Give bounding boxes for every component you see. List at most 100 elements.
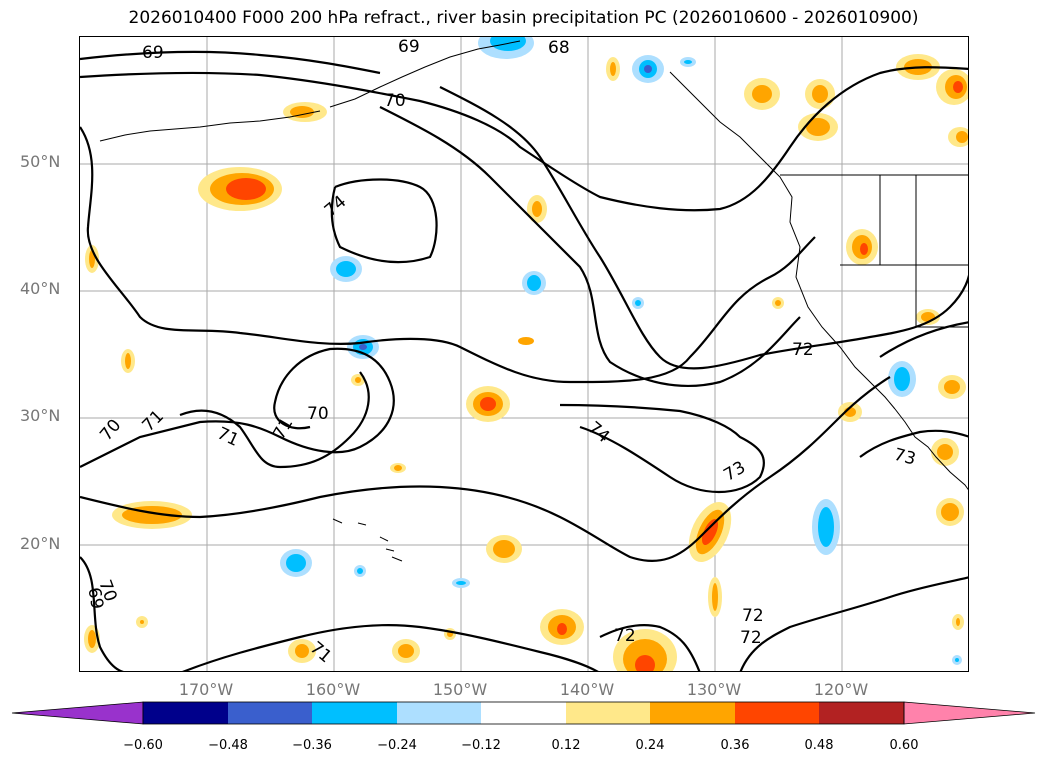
- lon-label-160w: 160°W: [305, 680, 361, 699]
- colorbar: [11, 701, 1036, 725]
- colorbar-segment: [143, 702, 228, 724]
- contour-label: 73: [720, 458, 749, 486]
- colorbar-tick: 0.60: [889, 738, 919, 753]
- anomaly-blob: [931, 438, 959, 466]
- anomaly-blob: [680, 57, 696, 67]
- colorbar-tick: −0.36: [292, 738, 332, 753]
- contour-label: 70: [384, 91, 406, 111]
- anomaly-blob: [744, 78, 780, 110]
- anomaly-blob: [613, 629, 677, 671]
- contour-71-west: [80, 347, 395, 468]
- anomaly-blob: [452, 578, 470, 588]
- map-canvas: 69 69 68 70 74 70 71 71 70 71 72 74 73 7…: [80, 37, 968, 671]
- colorbar-tick: 0.12: [551, 738, 581, 753]
- contour-label: 74: [321, 192, 350, 221]
- colorbar-tick: 0.24: [635, 738, 665, 753]
- anomaly-blob: [347, 335, 379, 359]
- aleutian-chain: [99, 110, 321, 142]
- anomaly-blob: [112, 501, 192, 529]
- contour-74-south: [559, 403, 766, 493]
- anomaly-blob: [938, 375, 966, 399]
- anomaly-blob: [121, 349, 135, 373]
- anomaly-blob: [351, 374, 365, 386]
- colorbar-segment: [650, 702, 735, 724]
- anomaly-blob: [288, 639, 316, 663]
- colorbar-tick: −0.60: [123, 738, 163, 753]
- anomaly-blob: [522, 271, 546, 295]
- contour-73-right: [859, 429, 968, 458]
- contour-label: 69: [83, 586, 106, 611]
- contour-label: 70: [307, 404, 329, 424]
- anomaly-blob: [478, 37, 534, 59]
- map-panel: 69 69 68 70 74 70 71 71 70 71 72 74 73 7…: [79, 36, 969, 672]
- anomaly-blob: [948, 127, 968, 147]
- colorbar-segment: [481, 702, 566, 724]
- hawaii-islands: [332, 518, 403, 562]
- anomaly-blob: [812, 499, 840, 555]
- anomaly-blob: [952, 655, 962, 665]
- contour-label: 72: [614, 626, 636, 646]
- anomaly-blob: [280, 549, 312, 577]
- contour-label: 72: [740, 628, 762, 648]
- lon-label-140w: 140°W: [559, 680, 615, 699]
- colorbar-segment-max: [903, 701, 1036, 725]
- anomaly-blob: [466, 386, 510, 422]
- anomaly-blob: [392, 639, 420, 663]
- colorbar-segment-min: [11, 701, 144, 725]
- lon-label-170w: 170°W: [178, 680, 234, 699]
- anomaly-blob: [486, 535, 522, 563]
- anomaly-blob: [136, 616, 148, 628]
- contour-72-right: [879, 321, 968, 358]
- colorbar-border: [142, 701, 905, 725]
- contour-70-loop: [179, 371, 370, 469]
- colorbar-tick: −0.24: [377, 738, 417, 753]
- contour-69-north: [80, 50, 381, 75]
- contour-74-main: [80, 126, 816, 384]
- anomaly-blob: [632, 297, 644, 309]
- anomaly-blob: [805, 79, 835, 109]
- anomaly-blob: [330, 256, 362, 282]
- anomaly-blob: [390, 463, 406, 473]
- anomaly-blob: [632, 55, 664, 83]
- contour-73-east: [379, 106, 801, 388]
- lat-label-50n: 50°N: [20, 152, 61, 171]
- contour-72-bottom: [599, 623, 701, 671]
- contour-73-south: [80, 376, 891, 562]
- contour-label: 68: [548, 38, 570, 58]
- anomaly-blob: [198, 167, 282, 211]
- anomaly-blob: [798, 113, 838, 141]
- lat-label-30n: 30°N: [20, 406, 61, 425]
- anomaly-blob: [772, 297, 784, 309]
- colorbar-segment: [566, 702, 650, 724]
- anomaly-blob: [936, 69, 968, 105]
- baja-mexico-coast: [894, 408, 968, 491]
- contour-label: 73: [892, 445, 918, 470]
- lon-label-120w: 120°W: [813, 680, 869, 699]
- state-borders: [840, 175, 968, 328]
- contour-label: 70: [96, 416, 125, 445]
- contour-label: 72: [792, 340, 814, 360]
- contour-label: 72: [742, 606, 764, 626]
- colorbar-tick: 0.48: [804, 738, 834, 753]
- contour-label: 69: [142, 43, 164, 63]
- lon-label-150w: 150°W: [432, 680, 488, 699]
- alaska-coast: [329, 40, 521, 108]
- anomaly-blob: [527, 195, 547, 223]
- lon-label-130w: 130°W: [686, 680, 742, 699]
- alaska-panhandle-coast: [669, 71, 896, 410]
- lat-label-40n: 40°N: [20, 279, 61, 298]
- anomaly-blob: [838, 402, 862, 422]
- coastlines: [99, 40, 968, 562]
- contour-71-south: [182, 623, 599, 671]
- colorbar-segment: [735, 702, 819, 724]
- anomaly-blob: [952, 614, 964, 630]
- colorbar-tick: 0.36: [720, 738, 750, 753]
- anomaly-blob: [708, 577, 722, 617]
- lat-label-20n: 20°N: [20, 534, 61, 553]
- map-title: 2026010400 F000 200 hPa refract., river …: [128, 8, 919, 28]
- anomaly-blob: [888, 361, 916, 397]
- refractivity-contours: [80, 50, 968, 671]
- anomaly-blob: [936, 498, 964, 526]
- contour-72-se: [739, 576, 968, 671]
- contour-72-east: [439, 86, 968, 370]
